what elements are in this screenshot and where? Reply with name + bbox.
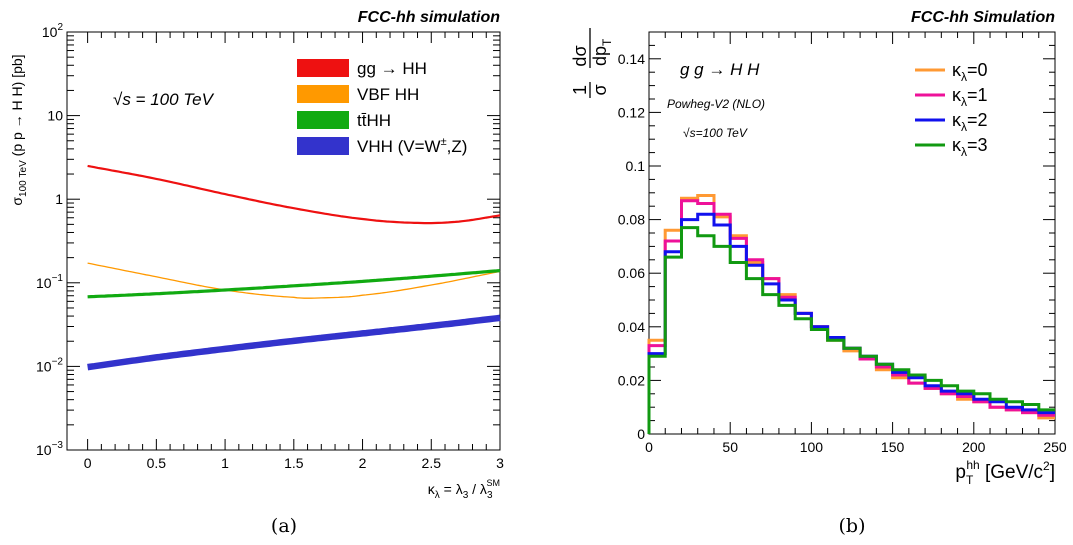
y-tick-label: 102 [42,22,64,40]
legend-label: VHH (V=W±,Z) [357,136,467,156]
legend-swatch [297,85,349,103]
panel-b: 0 0.02 0.04 0.06 0.08 0.1 0.12 0.14 0 50 100 150 200… [570,9,1067,537]
y-label-denominator-2: dpT [590,38,614,66]
y-tick-label: 10−2 [36,356,63,374]
y-axis-label: σ100 TeV (p p → H H) [pb] [9,54,29,205]
energy-annotation: √s=100 TeV [683,126,748,140]
x-tick-label: 2.5 [422,455,442,471]
x-tick-label: 0 [645,439,653,455]
y-tick-label: 0.02 [618,372,645,388]
y-label-numerator-2: dσ [570,45,590,66]
legend-swatch [297,111,349,129]
plot-frame [648,31,1056,435]
x-tick-label: 0 [84,455,92,471]
y-tick-label: 0.14 [618,51,645,67]
process-annotation: g g → H H [680,60,760,79]
x-tick-label: 200 [962,439,986,455]
x-axis-label: κλ = λ3 / λ3SM [428,478,500,501]
chart-title: FCC-hh Simulation [911,9,1055,26]
y-tick-label: 0.1 [626,158,646,174]
series-line [87,269,501,299]
x-tick-label: 250 [1043,439,1067,455]
y-tick-label: 0.06 [618,265,645,281]
panel-caption: (b) [839,515,866,537]
y-tick-label: 10−3 [36,440,63,458]
plot-frame [66,31,501,451]
y-axis-label: 1 σ dσ dpT [570,28,614,98]
y-tick-label: 0 [637,426,645,442]
series-line [87,314,501,371]
y-tick-label: 0.08 [618,212,645,228]
x-tick-label: 0.5 [147,455,167,471]
x-tick-label: 3 [496,455,504,471]
generator-annotation: Powheg-V2 (NLO) [667,97,765,111]
histogram-series [647,226,1055,434]
x-tick-label: 2 [359,455,367,471]
x-tick-label: 50 [722,439,738,455]
histogram-series [647,212,1055,434]
series-line [87,164,501,225]
legend-label: VBF HH [357,85,419,104]
panel-a: 10−3 10−2 10−1 1 10 102 0 0.5 1 1.5 2 2.5 3 gg → HH VB… [9,9,504,537]
legend-label: κλ=1 [952,85,988,109]
x-tick-label: 150 [881,439,905,455]
y-tick-label: 10 [47,108,63,124]
energy-annotation: √s = 100 TeV [113,90,215,109]
y-label-denominator-1: σ [590,84,610,95]
x-tick-label: 100 [800,439,824,455]
legend-swatch [297,59,349,77]
series-line [87,262,501,299]
y-label-numerator-1: 1 [570,85,590,95]
legend-label: κλ=0 [952,60,988,84]
legend-label: tt̄HH [357,111,391,130]
y-tick-label: 10−1 [36,273,63,291]
x-tick-label: 1.5 [284,455,304,471]
legend-label: gg → HH [357,59,427,78]
legend-label: κλ=3 [952,135,988,159]
x-tick-label: 1 [221,455,229,471]
y-tick-label: 1 [55,191,63,207]
legend-label: κλ=2 [952,110,988,134]
y-tick-label: 0.12 [618,104,645,120]
chart-title: FCC-hh simulation [358,9,500,26]
x-axis-label: pThh [GeV/c2] [955,458,1055,487]
y-tick-label: 0.04 [618,319,645,335]
legend-swatch [297,137,349,155]
panel-caption: (a) [271,515,297,537]
